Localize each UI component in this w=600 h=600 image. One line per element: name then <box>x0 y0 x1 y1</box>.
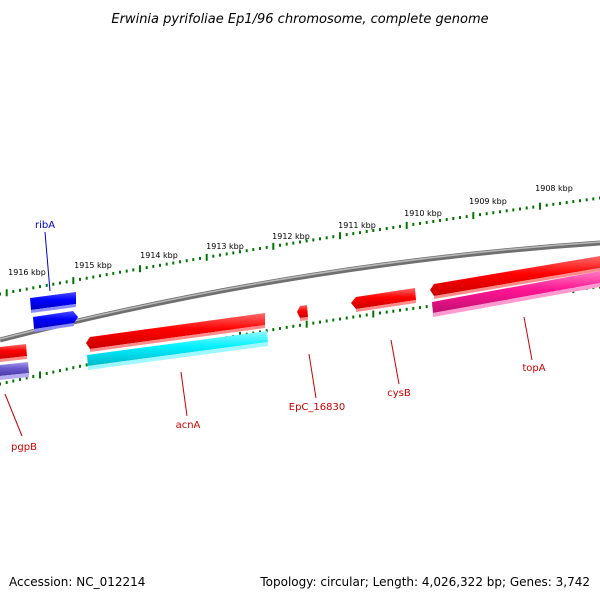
kbp-label-1908: 1908 kbp <box>535 184 573 193</box>
ribA-leader <box>44 231 51 292</box>
gene-topA[interactable] <box>432 271 600 317</box>
kbp-label-1916: 1916 kbp <box>8 268 46 277</box>
accession-text: Accession: NC_012214 <box>9 575 145 589</box>
gene-pgpB[interactable] <box>0 362 29 380</box>
kbp-label-1911: 1911 kbp <box>338 221 376 230</box>
kbp-label-1910: 1910 kbp <box>404 209 442 218</box>
gene-pgpB-red[interactable] <box>0 344 27 362</box>
gene-cysB-red[interactable] <box>351 288 416 312</box>
kbp-label-1915: 1915 kbp <box>74 261 112 270</box>
gene-acnA-red[interactable] <box>86 313 265 352</box>
gene-topA-red[interactable] <box>430 256 600 299</box>
EpC_16830-leader <box>308 353 317 399</box>
kbp-label-1912: 1912 kbp <box>272 232 310 241</box>
label-acnA[interactable]: acnA <box>176 420 201 431</box>
label-topA[interactable]: topA <box>522 363 545 374</box>
topA-leader <box>523 316 533 361</box>
ribA-arrow <box>33 311 78 329</box>
label-ribA[interactable]: ribA <box>35 220 55 231</box>
genome-summary-text: Topology: circular; Length: 4,026,322 bp… <box>259 575 590 589</box>
outer-tick-scale <box>0 196 600 297</box>
gene-acnA[interactable] <box>87 331 268 370</box>
kbp-labels: 1916 kbp 1915 kbp 1914 kbp 1913 kbp 1912… <box>8 184 573 277</box>
gene-ribA[interactable] <box>30 292 78 332</box>
kbp-label-1914: 1914 kbp <box>140 251 178 260</box>
label-EpC_16830[interactable]: EpC_16830 <box>289 402 345 413</box>
kbp-label-1909: 1909 kbp <box>469 197 507 206</box>
label-pgpB[interactable]: pgpB <box>11 442 37 453</box>
acnA-leader <box>180 371 188 417</box>
gene-EpC_16830[interactable] <box>297 305 308 321</box>
map-title: Erwinia pyrifoliae Ep1/96 chromosome, co… <box>111 12 488 27</box>
kbp-label-1913: 1913 kbp <box>206 242 244 251</box>
cysB-leader <box>390 339 400 385</box>
genome-backbone <box>0 240 600 343</box>
pgpB-leader <box>4 393 23 437</box>
label-cysB[interactable]: cysB <box>387 388 411 399</box>
